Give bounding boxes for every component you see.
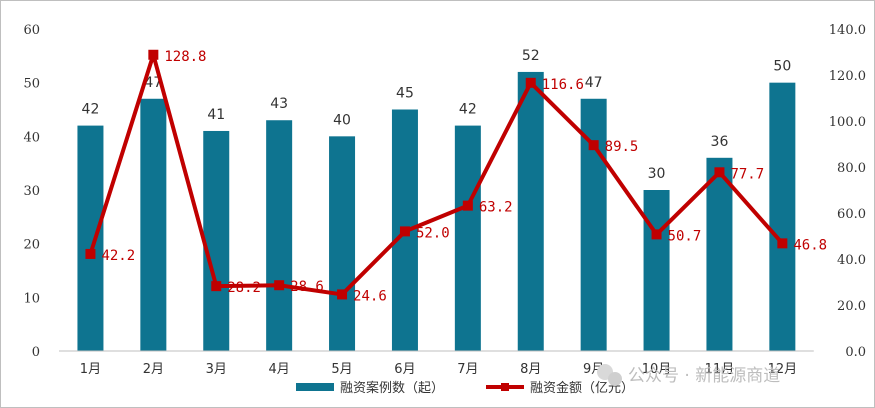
line-value-label: 46.8 bbox=[793, 237, 827, 253]
bar-series bbox=[77, 71, 796, 352]
line-value-label: 50.7 bbox=[668, 228, 702, 244]
bar bbox=[329, 136, 356, 351]
line-value-label: 28.2 bbox=[227, 280, 261, 296]
bar-value-label: 41 bbox=[207, 107, 225, 123]
right-tick-label: 60.0 bbox=[837, 207, 866, 222]
x-tick-label: 7月 bbox=[457, 362, 478, 377]
line-value-label: 128.8 bbox=[164, 49, 206, 65]
x-tick-label: 3月 bbox=[206, 362, 227, 377]
watermark: 公众号 · 新能源商道 bbox=[597, 364, 780, 386]
bar-value-label: 40 bbox=[333, 112, 351, 128]
legend-label-bar: 融资案例数（起） bbox=[340, 381, 444, 396]
x-tick-label: 2月 bbox=[143, 362, 164, 377]
x-tick-label: 12月 bbox=[768, 362, 798, 377]
x-tick-label: 6月 bbox=[394, 362, 415, 377]
line-path bbox=[88, 52, 784, 297]
right-axis: 0.0 20.0 40.0 60.0 80.0 100.0 120.0 140.0 bbox=[829, 23, 866, 360]
legend-label-line: 融资金额（亿元） bbox=[530, 380, 634, 396]
line-marker bbox=[777, 238, 788, 249]
bar bbox=[706, 157, 733, 351]
left-tick-label: 60 bbox=[23, 23, 40, 38]
line-value-label: 116.6 bbox=[542, 77, 584, 93]
line-marker bbox=[274, 280, 285, 291]
right-tick-label: 80.0 bbox=[837, 161, 866, 176]
line-marker bbox=[525, 77, 536, 88]
bar bbox=[140, 98, 167, 352]
line-marker bbox=[148, 49, 159, 60]
bar-value-label: 42 bbox=[82, 102, 100, 118]
line-value-label: 77.7 bbox=[730, 166, 764, 182]
legend-swatch-bar bbox=[296, 383, 334, 391]
left-axis: 0 10 20 30 40 50 60 bbox=[23, 23, 40, 360]
right-tick-label: 0.0 bbox=[845, 345, 866, 360]
line-value-label: 89.5 bbox=[605, 139, 639, 155]
line-value-label: 28.6 bbox=[290, 279, 324, 295]
right-tick-label: 100.0 bbox=[829, 115, 866, 130]
right-tick-label: 40.0 bbox=[837, 253, 866, 268]
line-marker bbox=[85, 248, 96, 259]
bar-value-label: 30 bbox=[648, 166, 666, 182]
line-value-label: 63.2 bbox=[479, 200, 513, 216]
line-marker bbox=[211, 281, 222, 292]
left-tick-label: 30 bbox=[23, 184, 40, 199]
bar-value-label: 52 bbox=[522, 48, 540, 64]
left-tick-label: 50 bbox=[23, 77, 40, 92]
legend-marker-line bbox=[501, 383, 509, 391]
bar bbox=[643, 190, 670, 351]
line-marker bbox=[714, 167, 725, 178]
right-tick-label: 140.0 bbox=[829, 23, 866, 38]
bar bbox=[769, 82, 796, 352]
line-labels: 42.2 128.8 28.2 28.6 24.6 52.0 63.2 116.6 89.5 50… bbox=[101, 49, 827, 305]
line-value-label: 24.6 bbox=[353, 288, 387, 304]
right-tick-label: 120.0 bbox=[829, 69, 866, 84]
bar-value-label: 42 bbox=[459, 102, 477, 118]
legend: 融资案例数（起） 融资金额（亿元） bbox=[296, 380, 634, 396]
bar-value-label: 43 bbox=[270, 96, 288, 112]
line-marker bbox=[337, 289, 348, 300]
bar-value-label: 45 bbox=[396, 86, 414, 102]
left-tick-label: 0 bbox=[32, 345, 40, 360]
watermark-text: 公众号 · 新能源商道 bbox=[628, 366, 780, 386]
line-marker bbox=[462, 200, 473, 211]
bar bbox=[517, 71, 544, 351]
line-series bbox=[85, 49, 788, 300]
left-tick-label: 20 bbox=[23, 238, 40, 253]
bar bbox=[77, 125, 104, 351]
line-marker bbox=[651, 229, 662, 240]
bar bbox=[266, 120, 293, 351]
bar-value-label: 36 bbox=[711, 134, 729, 150]
x-tick-label: 5月 bbox=[331, 362, 352, 377]
x-tick-label: 1月 bbox=[80, 362, 101, 377]
left-tick-label: 40 bbox=[23, 130, 40, 145]
wechat-icon bbox=[597, 364, 622, 386]
bar bbox=[203, 130, 230, 351]
x-tick-label: 10月 bbox=[642, 362, 672, 377]
x-tick-label: 8月 bbox=[520, 362, 541, 377]
x-tick-label: 4月 bbox=[269, 362, 290, 377]
line-value-label: 42.2 bbox=[101, 248, 135, 264]
bar-value-label: 50 bbox=[773, 59, 791, 75]
x-tick-label: 11月 bbox=[705, 362, 735, 377]
line-marker bbox=[588, 140, 599, 151]
right-tick-label: 20.0 bbox=[837, 299, 866, 314]
line-value-label: 52.0 bbox=[416, 225, 450, 241]
line-marker bbox=[399, 226, 410, 237]
left-tick-label: 10 bbox=[23, 291, 40, 306]
bar bbox=[454, 125, 481, 351]
bar-value-label: 47 bbox=[585, 75, 603, 91]
